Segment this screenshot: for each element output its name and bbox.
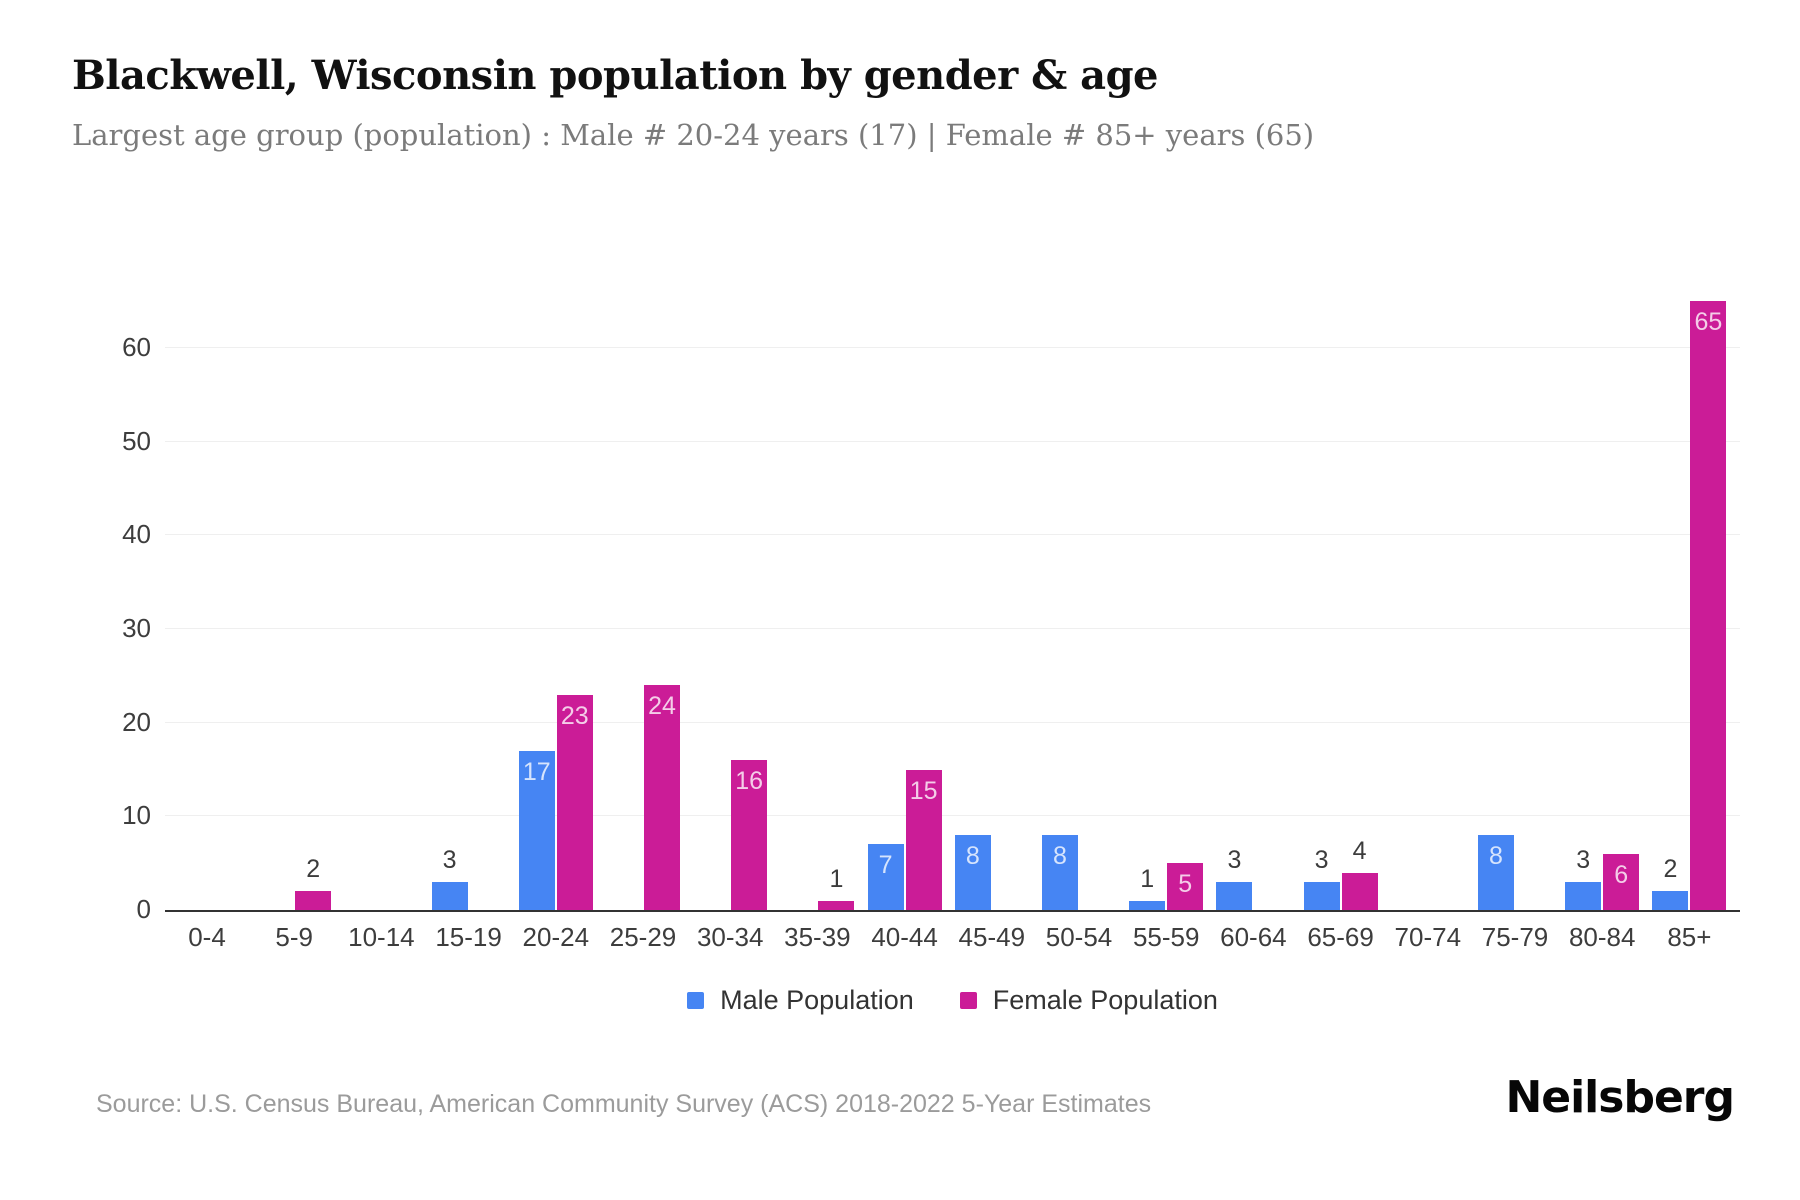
value-label-male-65-69: 3 bbox=[1314, 845, 1329, 874]
value-label-female-80-84: 6 bbox=[1614, 860, 1629, 889]
legend: Male Population Female Population bbox=[165, 978, 1740, 1022]
gridline-60 bbox=[165, 347, 1740, 348]
x-axis-tick-50-54: 50-54 bbox=[1045, 922, 1113, 952]
x-axis-tick-85+: 85+ bbox=[1667, 922, 1712, 952]
value-label-female-35-39: 1 bbox=[829, 864, 844, 893]
female-series-swatch-icon bbox=[959, 991, 977, 1009]
x-axis-tick-10-14: 10-14 bbox=[348, 922, 415, 952]
x-axis-tick-25-29: 25-29 bbox=[609, 922, 677, 952]
chart-subtitle: Largest age group (population) : Male # … bbox=[72, 118, 1315, 152]
value-label-female-5-9: 2 bbox=[306, 855, 321, 884]
bar-female-40-44[interactable] bbox=[905, 769, 942, 910]
bar-female-85+[interactable] bbox=[1690, 301, 1727, 910]
male-series-swatch-icon bbox=[687, 991, 705, 1009]
gridline-20 bbox=[165, 721, 1740, 723]
value-label-female-25-29: 24 bbox=[648, 692, 676, 721]
legend-item-female[interactable]: Female Population bbox=[959, 984, 1218, 1016]
y-axis-tick-30: 30 bbox=[122, 613, 151, 643]
x-axis-tick-30-34: 30-34 bbox=[696, 922, 764, 952]
y-axis-tick-60: 60 bbox=[122, 332, 151, 362]
y-axis-tick-50: 50 bbox=[122, 425, 151, 456]
bar-male-85+[interactable] bbox=[1652, 891, 1689, 910]
value-label-female-85+: 65 bbox=[1694, 308, 1723, 337]
x-axis-tick-70-74: 70-74 bbox=[1394, 922, 1462, 952]
value-label-female-55-59: 5 bbox=[1178, 870, 1193, 899]
bar-male-75-79[interactable] bbox=[1478, 835, 1514, 910]
y-axis-tick-10: 10 bbox=[122, 800, 151, 831]
x-axis-tick-20-24: 20-24 bbox=[522, 922, 590, 952]
x-axis-tick-5-9: 5-9 bbox=[275, 922, 313, 952]
source-attribution: Source: U.S. Census Bureau, American Com… bbox=[96, 1090, 1152, 1118]
x-axis-tick-15-19: 15-19 bbox=[435, 922, 502, 952]
y-axis-tick-0: 0 bbox=[136, 894, 151, 924]
x-axis-tick-0-4: 0-4 bbox=[188, 922, 226, 952]
x-axis-tick-55-59: 55-59 bbox=[1132, 922, 1200, 952]
x-axis-tick-75-79: 75-79 bbox=[1481, 922, 1549, 952]
bar-male-20-24[interactable] bbox=[518, 750, 555, 910]
bar-female-55-59[interactable] bbox=[1167, 863, 1204, 910]
value-label-male-20-24: 17 bbox=[522, 757, 551, 786]
bar-male-80-84[interactable] bbox=[1565, 881, 1602, 910]
y-axis-tick-40: 40 bbox=[122, 519, 151, 550]
value-label-male-85+: 2 bbox=[1663, 855, 1678, 884]
value-label-female-30-34: 16 bbox=[735, 767, 764, 796]
x-axis-tick-35-39: 35-39 bbox=[784, 922, 851, 952]
bar-female-5-9[interactable] bbox=[295, 891, 332, 910]
bar-male-40-44[interactable] bbox=[867, 844, 904, 910]
value-label-male-15-19: 3 bbox=[442, 845, 457, 874]
legend-item-male[interactable]: Male Population bbox=[687, 985, 914, 1016]
bar-female-20-24[interactable] bbox=[556, 694, 593, 910]
chart-title: Blackwell, Wisconsin population by gende… bbox=[72, 52, 1159, 99]
gridline-40 bbox=[165, 534, 1740, 536]
gridline-50 bbox=[165, 440, 1740, 442]
bar-female-30-34[interactable] bbox=[731, 760, 768, 910]
value-label-male-80-84: 3 bbox=[1576, 845, 1591, 874]
gridline-10 bbox=[165, 815, 1740, 817]
x-axis-tick-80-84: 80-84 bbox=[1568, 922, 1636, 952]
gridline-30 bbox=[165, 628, 1740, 629]
neilsberg-logo: Neilsberg bbox=[1505, 1072, 1735, 1123]
value-label-female-20-24: 23 bbox=[560, 701, 589, 730]
y-axis-tick-20: 20 bbox=[122, 706, 151, 737]
bar-male-60-64[interactable] bbox=[1216, 881, 1253, 910]
legend-label-female: Female Population bbox=[992, 984, 1218, 1015]
legend-label-male: Male Population bbox=[720, 984, 914, 1015]
value-label-male-60-64: 3 bbox=[1227, 845, 1242, 874]
x-axis-tick-65-69: 65-69 bbox=[1307, 922, 1374, 952]
value-label-female-40-44: 15 bbox=[909, 776, 938, 805]
x-axis-tick-40-44: 40-44 bbox=[871, 922, 938, 952]
value-label-female-65-69: 4 bbox=[1352, 836, 1367, 865]
value-label-male-75-79: 8 bbox=[1489, 842, 1503, 871]
value-label-male-40-44: 7 bbox=[878, 851, 893, 880]
bar-male-15-19[interactable] bbox=[431, 881, 468, 910]
bar-female-35-39[interactable] bbox=[818, 900, 855, 910]
bar-female-80-84[interactable] bbox=[1603, 853, 1640, 910]
value-label-male-55-59: 1 bbox=[1140, 864, 1155, 893]
x-axis-tick-60-64: 60-64 bbox=[1220, 922, 1287, 952]
value-label-male-45-49: 8 bbox=[965, 842, 980, 871]
bar-male-55-59[interactable] bbox=[1129, 900, 1166, 910]
bar-male-50-54[interactable] bbox=[1042, 835, 1078, 910]
x-axis-tick-45-49: 45-49 bbox=[958, 922, 1026, 952]
bar-male-45-49[interactable] bbox=[954, 835, 991, 910]
bar-male-65-69[interactable] bbox=[1303, 881, 1340, 910]
value-label-male-50-54: 8 bbox=[1053, 842, 1067, 871]
bar-female-65-69[interactable] bbox=[1341, 872, 1378, 910]
bar-female-25-29[interactable] bbox=[644, 685, 680, 910]
plot-area: 0 10 20 30 40 50 60 0-4 5-9 2 10-14 15-19 3 20-24 17 23… bbox=[122, 295, 1740, 952]
